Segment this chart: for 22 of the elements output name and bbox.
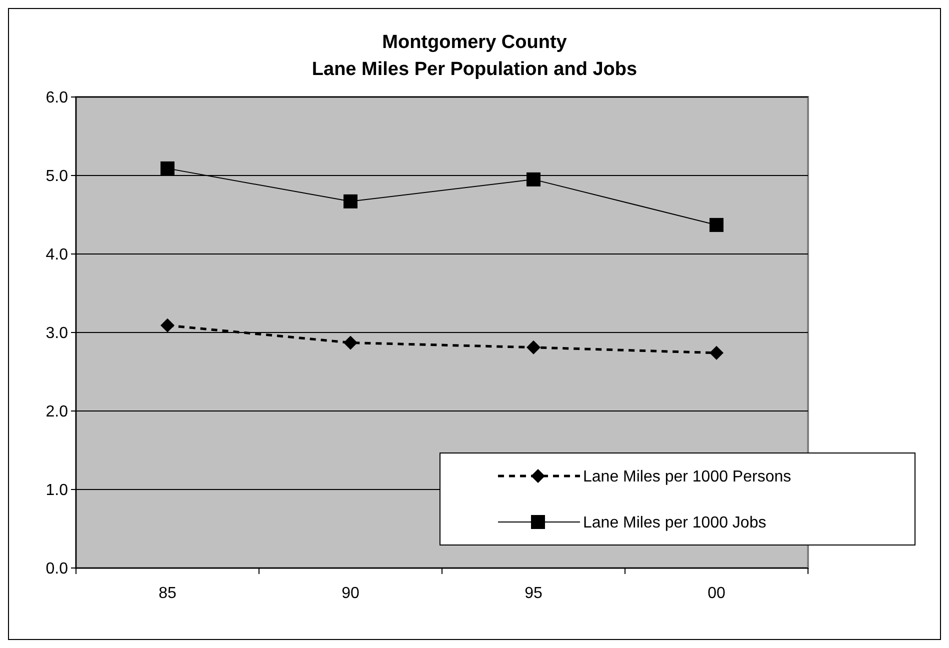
x-tick-label: 85	[158, 585, 176, 602]
point	[344, 336, 358, 350]
y-tick-label: 2.0	[46, 404, 68, 421]
x-tick-label: 90	[342, 585, 360, 602]
y-tick-label: 3.0	[46, 325, 68, 342]
y-tick-label: 4.0	[46, 246, 68, 264]
y-tick-label: 1.0	[46, 482, 68, 500]
y-tick-label: 0.0	[46, 560, 68, 578]
point	[710, 218, 724, 232]
legend-label: Lane Miles per 1000 Jobs	[583, 514, 766, 532]
chart-title: Montgomery County Lane Miles Per Population and Jobs	[312, 32, 638, 80]
point	[710, 346, 724, 360]
point	[526, 340, 540, 354]
legend-label: Lane Miles per 1000 Persons	[583, 468, 792, 486]
x-tick-label: 00	[708, 585, 726, 602]
y-tick-label: 5.0	[46, 168, 68, 186]
y-tick-label: 6.0	[46, 90, 68, 107]
point	[160, 161, 174, 176]
point	[526, 172, 540, 186]
point	[344, 194, 358, 208]
point	[160, 318, 174, 332]
x-tick-label: 95	[524, 585, 542, 602]
